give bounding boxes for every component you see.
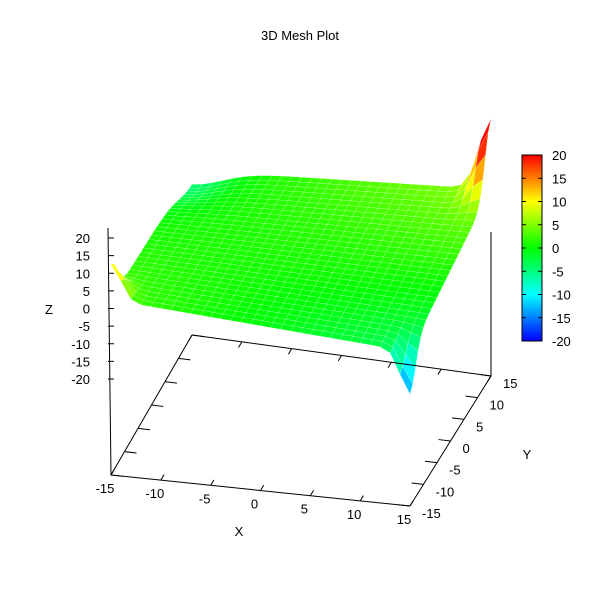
x-tick-back xyxy=(387,362,392,368)
x-tick xyxy=(110,469,115,476)
x-tick xyxy=(309,490,315,496)
x-tick-label: -10 xyxy=(145,486,164,501)
chart-title: 3D Mesh Plot xyxy=(261,28,339,43)
y-tick xyxy=(465,395,478,399)
mesh-surface xyxy=(110,118,492,395)
mesh-cell xyxy=(421,301,435,309)
x-tick-label: -15 xyxy=(96,481,115,496)
mesh-cell xyxy=(110,263,125,282)
mesh-cell xyxy=(464,211,478,221)
x-tick-back xyxy=(238,341,243,348)
z-axis-label: Z xyxy=(45,302,53,317)
z-tick-label: 10 xyxy=(76,266,90,281)
x-tick-label: 15 xyxy=(397,512,411,527)
x-tick xyxy=(409,500,414,507)
z-tick-label: 5 xyxy=(83,284,90,299)
z-tick-label: 0 xyxy=(83,302,90,317)
y-tick-left xyxy=(137,427,151,431)
colorbar-tick-label: 5 xyxy=(552,218,559,233)
mesh-cell xyxy=(429,285,443,293)
x-tick xyxy=(260,484,265,491)
y-tick xyxy=(397,504,411,507)
x-tick-back xyxy=(337,355,342,362)
z-tick-label: -10 xyxy=(71,337,90,352)
y-tick xyxy=(424,460,438,464)
colorbar: -20 -15 -10 -5 0 5 10 15 20 xyxy=(521,148,571,349)
y-tick-left xyxy=(151,404,164,407)
y-axis-label: Y xyxy=(523,447,532,462)
y-tick-left xyxy=(164,381,178,384)
mesh-cell xyxy=(467,198,481,213)
mesh-cell xyxy=(426,290,441,298)
mesh-cell xyxy=(475,131,489,169)
x-tick xyxy=(160,474,165,481)
x-tick xyxy=(210,479,215,486)
z-axis: -20 -15 -10 -5 0 5 10 15 20 xyxy=(71,231,114,387)
colorbar-tick-label: -20 xyxy=(552,334,571,349)
mesh-cell xyxy=(459,225,473,233)
y-tick-label: -5 xyxy=(449,463,461,478)
y-tick-label: -10 xyxy=(436,484,455,499)
floor-back-edges xyxy=(191,334,492,507)
x-tick-label: 0 xyxy=(251,497,258,512)
mesh-cell xyxy=(469,179,484,203)
floor-front-edges xyxy=(110,334,411,507)
z-tick-label: -15 xyxy=(71,354,90,369)
x-tick-back xyxy=(188,334,193,341)
y-tick xyxy=(438,439,451,442)
z-axis-line xyxy=(107,227,112,476)
y-tick xyxy=(451,417,465,420)
z-tick-label: -20 xyxy=(71,372,90,387)
colorbar-tick-label: -15 xyxy=(552,311,571,326)
x-tick-back xyxy=(287,348,293,355)
y-tick-label: 5 xyxy=(476,419,483,434)
colorbar-tick-label: 0 xyxy=(552,241,559,256)
y-tick-label: 10 xyxy=(490,398,504,413)
y-tick xyxy=(411,482,424,485)
mesh-cell xyxy=(450,242,465,250)
colorbar-tick-label: 15 xyxy=(552,171,566,186)
x-tick-label: 5 xyxy=(301,502,308,517)
y-tick-left xyxy=(110,474,124,477)
y-tick-label: 15 xyxy=(503,376,517,391)
x-tick-back xyxy=(437,368,442,375)
x-tick-label: -5 xyxy=(199,491,211,506)
x-tick-label: 10 xyxy=(347,507,361,522)
mesh-cell xyxy=(478,118,492,151)
colorbar-tick-label: -10 xyxy=(552,288,571,303)
mesh-cell xyxy=(399,365,413,395)
z-tick-label: 15 xyxy=(76,249,90,264)
x-axis-label: X xyxy=(235,524,244,539)
mesh-cell xyxy=(472,154,486,188)
y-tick-left xyxy=(124,451,137,454)
x-tick-back xyxy=(487,375,492,382)
y-tick-left xyxy=(191,334,205,338)
x-tick xyxy=(359,495,364,502)
colorbar-tick-label: -5 xyxy=(552,264,564,279)
z-tick-label: 20 xyxy=(76,231,90,246)
z-tick-label: -5 xyxy=(78,319,90,334)
y-tick-label: -15 xyxy=(422,506,441,521)
y-tick-left xyxy=(178,357,191,361)
y-tick xyxy=(478,373,492,377)
colorbar-tick-label: 20 xyxy=(552,148,566,163)
mesh-cell xyxy=(423,296,438,304)
y-tick-label: 0 xyxy=(463,441,470,456)
colorbar-tick-label: 10 xyxy=(552,195,566,210)
